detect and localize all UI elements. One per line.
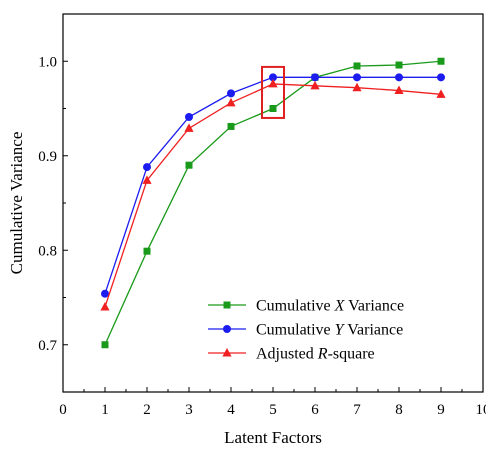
legend-label-2-part-2: Y xyxy=(335,322,346,339)
legend-label-1: Cumulative X Variance xyxy=(256,298,404,315)
y-axis-label: Cumulative Variance xyxy=(7,132,26,275)
series-2-point-5 xyxy=(269,73,277,82)
series-1-point-3 xyxy=(185,161,193,169)
x-tick-label-9: 9 xyxy=(437,402,445,418)
y-tick-label-1: 0.8 xyxy=(38,243,57,259)
legend-label-1-part-2: X xyxy=(334,298,346,315)
x-tick-label-8: 8 xyxy=(395,402,403,418)
y-tick-label-2: 0.9 xyxy=(38,149,57,165)
series-1-point-4 xyxy=(227,122,235,130)
tick-layer: 0 1 2 3 4 5 6 7 8 9 10 0.7 0.8 0.9 1.0 xyxy=(38,13,486,418)
x-tick-label-4: 4 xyxy=(227,402,235,418)
series-2-point-3 xyxy=(185,113,193,122)
legend-marker-3 xyxy=(222,348,232,357)
legend-label-2-part-3: Variance xyxy=(344,322,404,339)
series-3-point-1 xyxy=(100,301,110,311)
series-3-point-7 xyxy=(352,82,362,92)
series-1-point-1 xyxy=(101,341,109,349)
series-3-point-2 xyxy=(142,175,152,184)
legend-label-3: Adjusted R-square xyxy=(256,346,375,363)
series-2-point-2 xyxy=(143,163,151,172)
series-1-point-9 xyxy=(437,57,445,65)
series-2-point-7 xyxy=(353,73,361,82)
series-2-point-1 xyxy=(101,289,109,298)
x-axis-label: Latent Factors xyxy=(224,428,322,447)
series-3-point-8 xyxy=(394,85,404,95)
x-tick-label-1: 1 xyxy=(101,402,109,418)
legend-label-3-part-3: -square xyxy=(328,346,375,363)
series-2-point-6 xyxy=(311,73,319,82)
series-1-point-2 xyxy=(143,247,151,255)
x-tick-label-5: 5 xyxy=(269,402,277,418)
series-1-point-8 xyxy=(395,61,403,69)
series-3-point-9 xyxy=(436,89,446,98)
x-tick-label-10: 10 xyxy=(476,402,486,418)
legend-label-3-part-1: Adjusted xyxy=(256,346,318,363)
series-2-point-9 xyxy=(437,73,445,82)
y-tick-label-0: 0.7 xyxy=(38,338,57,354)
series-1-point-5 xyxy=(269,105,277,112)
x-tick-label-0: 0 xyxy=(59,402,67,418)
legend-label-2: Cumulative Y Variance xyxy=(256,322,403,339)
legend-label-2-part-1: Cumulative xyxy=(256,322,335,339)
legend-marker-1 xyxy=(223,301,231,309)
x-tick-label-2: 2 xyxy=(143,402,151,418)
x-tick-label-7: 7 xyxy=(353,402,361,418)
series-2-point-4 xyxy=(227,89,235,98)
x-tick-label-6: 6 xyxy=(311,402,319,418)
series-3-point-3 xyxy=(184,123,194,132)
legend-label-1-part-3: Variance xyxy=(344,298,404,315)
plot-layer xyxy=(100,57,446,349)
legend-marker-2 xyxy=(223,325,231,333)
series-3-point-4 xyxy=(226,97,236,107)
highlight-box xyxy=(261,65,285,119)
series-3-point-6 xyxy=(310,80,320,90)
legend-label-3-part-2: R xyxy=(317,346,328,363)
series-3-point-5 xyxy=(268,78,278,88)
series-1-point-7 xyxy=(353,62,361,70)
legend-label-1-part-1: Cumulative xyxy=(256,298,335,315)
x-tick-label-3: 3 xyxy=(185,402,193,418)
y-tick-label-3: 1.0 xyxy=(38,54,57,70)
series-2-point-8 xyxy=(395,73,403,82)
